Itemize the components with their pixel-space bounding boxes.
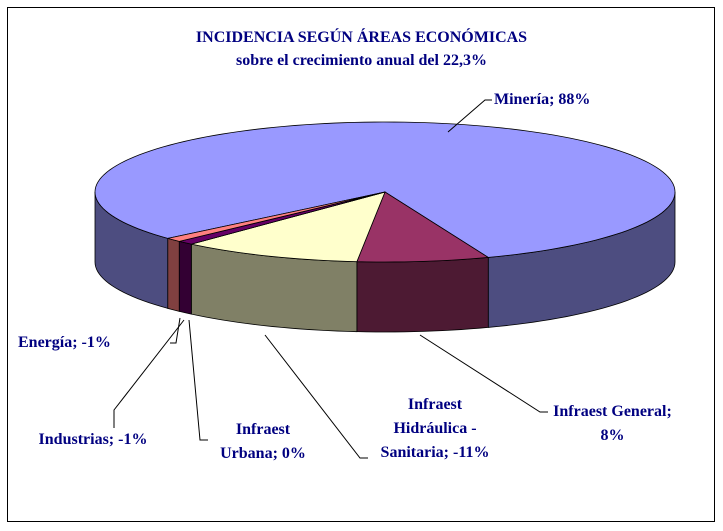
chart-title: INCIDENCIA SEGÚN ÁREAS ECONÓMICAS	[195, 29, 528, 46]
slice	[191, 191, 386, 263]
leader-line	[113, 319, 185, 428]
slice	[94, 121, 676, 258]
slice-side	[178, 240, 192, 315]
data-label: Infraest General; 8%	[553, 403, 672, 444]
leader-lines	[113, 99, 548, 459]
data-label: Minería; 88%	[494, 91, 591, 108]
slice	[167, 191, 386, 242]
leader-line	[419, 334, 548, 413]
data-label: Industrias; -1%	[38, 431, 148, 448]
pie	[94, 121, 676, 333]
chart-subtitle: sobre el crecimiento anual del 22,3%	[236, 52, 487, 69]
data-label: Infraest Urbana; 0%	[220, 421, 306, 462]
leader-line	[447, 99, 492, 133]
leader-line	[188, 319, 208, 441]
data-label: Infraest Hidráulica - Sanitaria; -11%	[380, 396, 490, 461]
slice-side	[167, 237, 180, 312]
slice	[356, 191, 490, 263]
data-label: Energía; -1%	[18, 334, 111, 351]
slice-side	[356, 256, 489, 333]
leader-line	[264, 334, 368, 459]
